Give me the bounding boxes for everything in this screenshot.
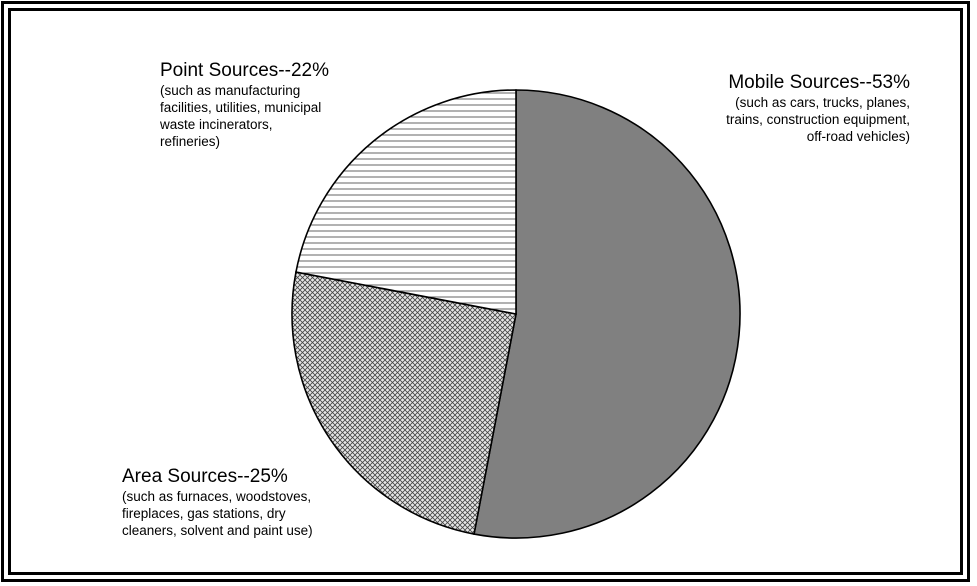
label-mobile-sources-detail: (such as cars, trucks, planes, trains, c…: [726, 95, 910, 144]
label-mobile-sources-heading: Mobile Sources--53%: [728, 72, 910, 93]
label-point-sources: Point Sources--22% (such as manufacturin…: [160, 60, 420, 150]
label-area-sources-detail: (such as furnaces, woodstoves, fireplace…: [122, 489, 313, 538]
label-point-sources-heading: Point Sources--22%: [160, 60, 329, 81]
label-mobile-sources: Mobile Sources--53% (such as cars, truck…: [620, 72, 910, 145]
label-point-sources-detail: (such as manufacturing facilities, utili…: [160, 83, 322, 149]
label-area-sources-heading: Area Sources--25%: [122, 466, 288, 487]
pie-slice-mobile-sources: [473, 89, 741, 539]
pie-slice-area-sources: [291, 271, 517, 535]
label-area-sources: Area Sources--25% (such as furnaces, woo…: [122, 466, 422, 539]
pie-slice-point-sources: [295, 89, 517, 315]
